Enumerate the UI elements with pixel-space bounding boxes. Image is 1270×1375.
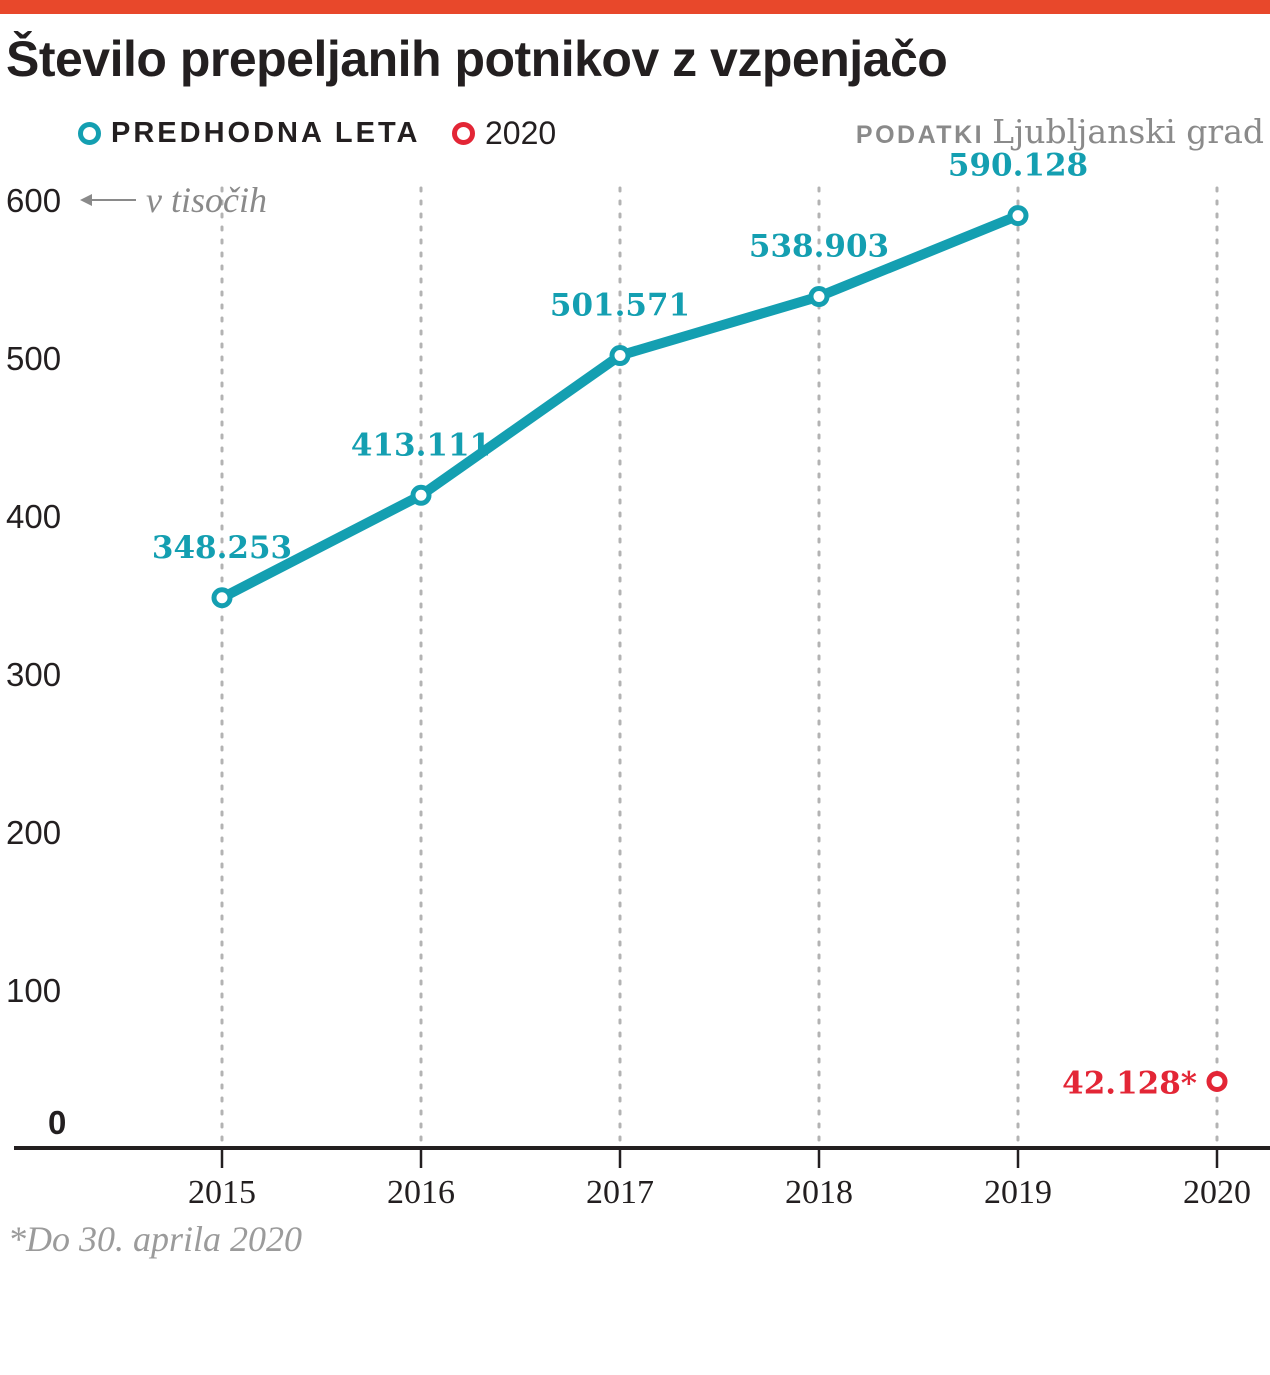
data-point-2020 [1206, 1070, 1228, 1092]
y-tick-label-100: 100 [6, 972, 61, 1009]
data-label-2020: 42.128* [1062, 1065, 1197, 1101]
legend-item-previous-years: PREDHODNA LETA [78, 113, 420, 153]
arrow-left-icon [80, 194, 92, 206]
legend-marker-icon [452, 121, 475, 145]
source-label: PODATKI [855, 121, 985, 149]
footnote: *Do 30. aprila 2020 [8, 1219, 303, 1259]
legend-label-2020: 2020 [485, 114, 557, 151]
x-tick-label-2017: 2017 [586, 1174, 654, 1211]
y-tick-label-500: 500 [6, 340, 61, 377]
data-label-2017: 501.571 [550, 288, 690, 324]
y-tick-label-400: 400 [6, 498, 61, 535]
chart-title: Število prepeljanih potnikov z vzpenjačo [6, 31, 948, 87]
legend-label-previous-years: PREDHODNA LETA [111, 116, 421, 149]
x-tick-label-2020: 2020 [1183, 1174, 1251, 1211]
x-tick-label-2018: 2018 [785, 1174, 853, 1211]
data-label-2018: 538.903 [749, 229, 889, 265]
y-tick-label-0: 0 [48, 1104, 66, 1141]
data-point-2015 [211, 587, 233, 609]
data-label-2015: 348.253 [152, 530, 292, 566]
data-source: PODATKI Ljubljanski grad [856, 112, 1264, 151]
data-point-2018 [808, 286, 830, 308]
legend-marker-icon [78, 121, 101, 145]
data-label-2016: 413.111 [351, 427, 491, 463]
data-label-2019: 590.128 [948, 148, 1088, 184]
source-name: Ljubljanski grad [992, 112, 1264, 151]
unit-note: v tisočih [146, 180, 267, 220]
legend-item-2020: 2020 [452, 113, 556, 153]
y-tick-label-200: 200 [6, 814, 61, 851]
x-tick-label-2019: 2019 [984, 1174, 1052, 1211]
data-point-2017 [609, 345, 631, 367]
data-point-2019 [1007, 205, 1029, 227]
data-point-2016 [410, 484, 432, 506]
x-tick-label-2016: 2016 [387, 1174, 455, 1211]
accent-bar [0, 0, 1270, 14]
y-tick-label-600: 600 [6, 182, 61, 219]
x-tick-label-2015: 2015 [188, 1174, 256, 1211]
y-tick-label-300: 300 [6, 656, 61, 693]
